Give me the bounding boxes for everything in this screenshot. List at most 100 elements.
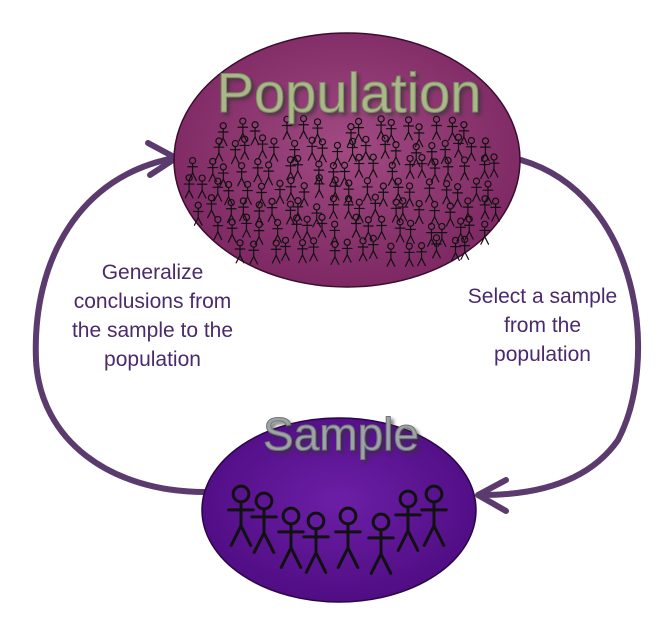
stick-figure-icon	[450, 236, 461, 261]
stick-figure-icon	[281, 115, 293, 140]
stick-figure-icon	[292, 197, 304, 222]
stick-figure-icon	[479, 195, 491, 220]
stick-figure-icon	[353, 117, 364, 142]
stick-figure-icon	[256, 182, 267, 207]
select-sample-label: Select a sample from the population	[425, 282, 660, 369]
stick-figure-icon	[212, 177, 224, 202]
stick-figure-icon	[272, 218, 283, 244]
stick-figure-icon	[413, 199, 425, 225]
stick-figure-icon	[362, 177, 373, 202]
stick-figure-icon	[227, 484, 255, 547]
generalize-label-line: Generalize	[101, 261, 204, 284]
stick-figure-icon	[301, 215, 313, 240]
stick-figure-icon	[466, 136, 477, 162]
stick-figure-icon	[332, 141, 343, 166]
stick-figure-icon	[297, 239, 308, 264]
left-arrow-path	[32, 155, 208, 495]
stick-figure-icon	[308, 237, 319, 262]
population-title: Population	[217, 61, 482, 124]
stick-figure-icon	[343, 195, 354, 220]
select-sample-label-line: Select a sample	[467, 285, 618, 308]
stick-figure-icon	[490, 197, 501, 222]
stick-figure-icon	[239, 135, 251, 160]
stick-figure-icon	[463, 215, 475, 240]
stick-figure-icon	[291, 214, 302, 239]
stick-figure-icon	[226, 218, 238, 243]
stick-figure-icon	[405, 219, 416, 244]
select-sample-label-line: from the	[503, 314, 582, 337]
stick-figure-icon	[353, 153, 365, 178]
stick-figure-icon	[397, 197, 409, 222]
stick-figure-icon	[312, 118, 323, 143]
stick-figure-icon	[328, 162, 339, 187]
stick-figure-icon	[367, 234, 379, 259]
stick-figure-icon	[334, 506, 362, 569]
stick-figure-icon	[274, 179, 286, 204]
stick-figure-icon	[328, 194, 339, 220]
stick-figure-icon	[386, 161, 398, 186]
stick-figure-icon	[236, 162, 247, 187]
stick-figure-icon	[329, 176, 341, 201]
sample-node: Sample	[201, 408, 477, 603]
stick-figure-icon	[285, 176, 297, 202]
stick-figure-icon	[343, 179, 355, 204]
stick-figure-icon	[285, 200, 296, 225]
stick-figure-icon	[367, 512, 395, 575]
stick-figure-icon	[207, 157, 219, 182]
stick-figure-icon	[403, 116, 414, 141]
stick-figure-icon	[431, 234, 442, 259]
stick-figure-icon	[345, 123, 357, 148]
stick-figure-icon	[462, 197, 474, 222]
stick-figure-icon	[313, 174, 325, 199]
stick-figure-icon	[362, 216, 374, 241]
stick-figure-icon	[341, 238, 353, 263]
stick-figure-icon	[479, 220, 491, 245]
stick-figure-icon	[471, 177, 482, 202]
stick-figure-icon	[183, 174, 195, 199]
stick-figure-icon	[196, 174, 208, 199]
stick-figure-icon	[390, 141, 402, 166]
stick-figure-icon	[270, 239, 282, 264]
stick-figure-icon	[394, 218, 406, 243]
stick-figure-icon	[252, 158, 264, 183]
stick-figure-icon	[223, 180, 234, 206]
stick-figure-icon	[285, 156, 296, 181]
stick-figure-icon	[298, 114, 309, 140]
stick-figure-icon	[447, 116, 458, 141]
select-sample-label-line: population	[494, 343, 591, 366]
stick-figure-icon	[379, 134, 391, 159]
stick-figure-icon	[238, 197, 249, 222]
population-node: Population	[173, 32, 521, 288]
stick-figure-icon	[217, 163, 229, 188]
stick-figure-icon	[378, 182, 389, 207]
stick-figure-icon	[212, 215, 224, 241]
stick-figure-icon	[404, 182, 415, 207]
population-stick-figures	[183, 114, 501, 267]
stick-figure-icon	[453, 133, 464, 158]
stick-figure-icon	[241, 213, 252, 238]
generalize-label: Generalize conclusions from the sample t…	[30, 258, 275, 374]
stick-figure-icon	[416, 153, 428, 179]
stick-figure-icon	[263, 161, 274, 186]
stick-figure-icon	[375, 115, 387, 140]
stick-figure-icon	[369, 193, 381, 218]
stick-figure-icon	[479, 154, 490, 179]
stick-figure-icon	[277, 506, 305, 569]
stick-figure-icon	[442, 156, 454, 182]
stick-figure-icon	[257, 134, 268, 159]
stick-figure-icon	[452, 183, 463, 208]
stick-figure-icon	[413, 123, 425, 148]
stick-figure-icon	[237, 117, 249, 142]
stick-figure-icon	[229, 139, 241, 165]
stick-figure-icon	[459, 235, 471, 260]
cycle-arrows	[32, 140, 642, 514]
stick-figure-icon	[441, 180, 453, 205]
stick-figure-icon	[426, 141, 438, 167]
stick-figure-icon	[394, 489, 422, 552]
stick-figure-icon	[292, 154, 304, 180]
generalize-label-line: conclusions from	[73, 290, 232, 313]
stick-figure-icon	[431, 115, 442, 140]
stick-figure-icon	[306, 136, 318, 161]
stick-figure-icon	[234, 239, 246, 264]
